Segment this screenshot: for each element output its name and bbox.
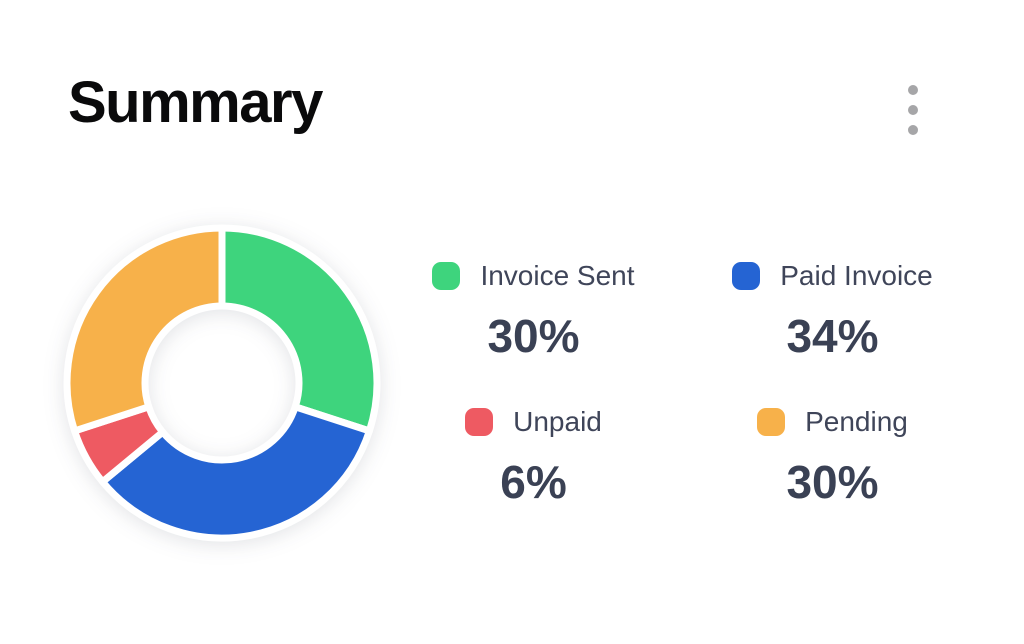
legend-swatch — [432, 262, 461, 290]
legend-value: 34% — [786, 310, 879, 362]
legend-label: Unpaid — [513, 406, 602, 437]
legend-swatch — [757, 408, 786, 436]
legend-item-pending[interactable]: Pending 30% — [683, 408, 982, 506]
legend-label: Paid Invoice — [780, 260, 933, 291]
legend-label: Invoice Sent — [480, 260, 635, 291]
legend-head: Pending — [757, 408, 908, 436]
kebab-menu-icon — [908, 125, 918, 135]
legend-item-paid-invoice[interactable]: Paid Invoice 34% — [683, 262, 982, 360]
kebab-menu-icon — [908, 105, 918, 115]
legend-value: 6% — [500, 456, 567, 508]
legend-head: Paid Invoice — [732, 262, 933, 290]
kebab-menu-icon — [908, 85, 918, 95]
legend-value: 30% — [786, 456, 879, 508]
legend-swatch — [732, 262, 761, 290]
donut-segment-invoice-sent[interactable] — [218, 224, 381, 435]
legend-item-unpaid[interactable]: Unpaid 6% — [384, 408, 683, 506]
donut-chart — [63, 224, 381, 542]
legend-swatch — [465, 408, 494, 436]
legend-item-invoice-sent[interactable]: Invoice Sent 30% — [384, 262, 683, 360]
legend-head: Invoice Sent — [432, 260, 635, 291]
donut-segment-paid-invoice[interactable] — [99, 403, 373, 542]
legend-label: Pending — [805, 406, 908, 437]
donut-segment-pending[interactable] — [63, 224, 226, 435]
legend-head: Unpaid — [465, 408, 602, 436]
legend-value: 30% — [487, 310, 580, 362]
more-options-button[interactable] — [895, 78, 931, 142]
chart-legend: Invoice Sent 30% Paid Invoice 34% Unpaid… — [384, 262, 982, 506]
page-title: Summary — [68, 70, 323, 135]
